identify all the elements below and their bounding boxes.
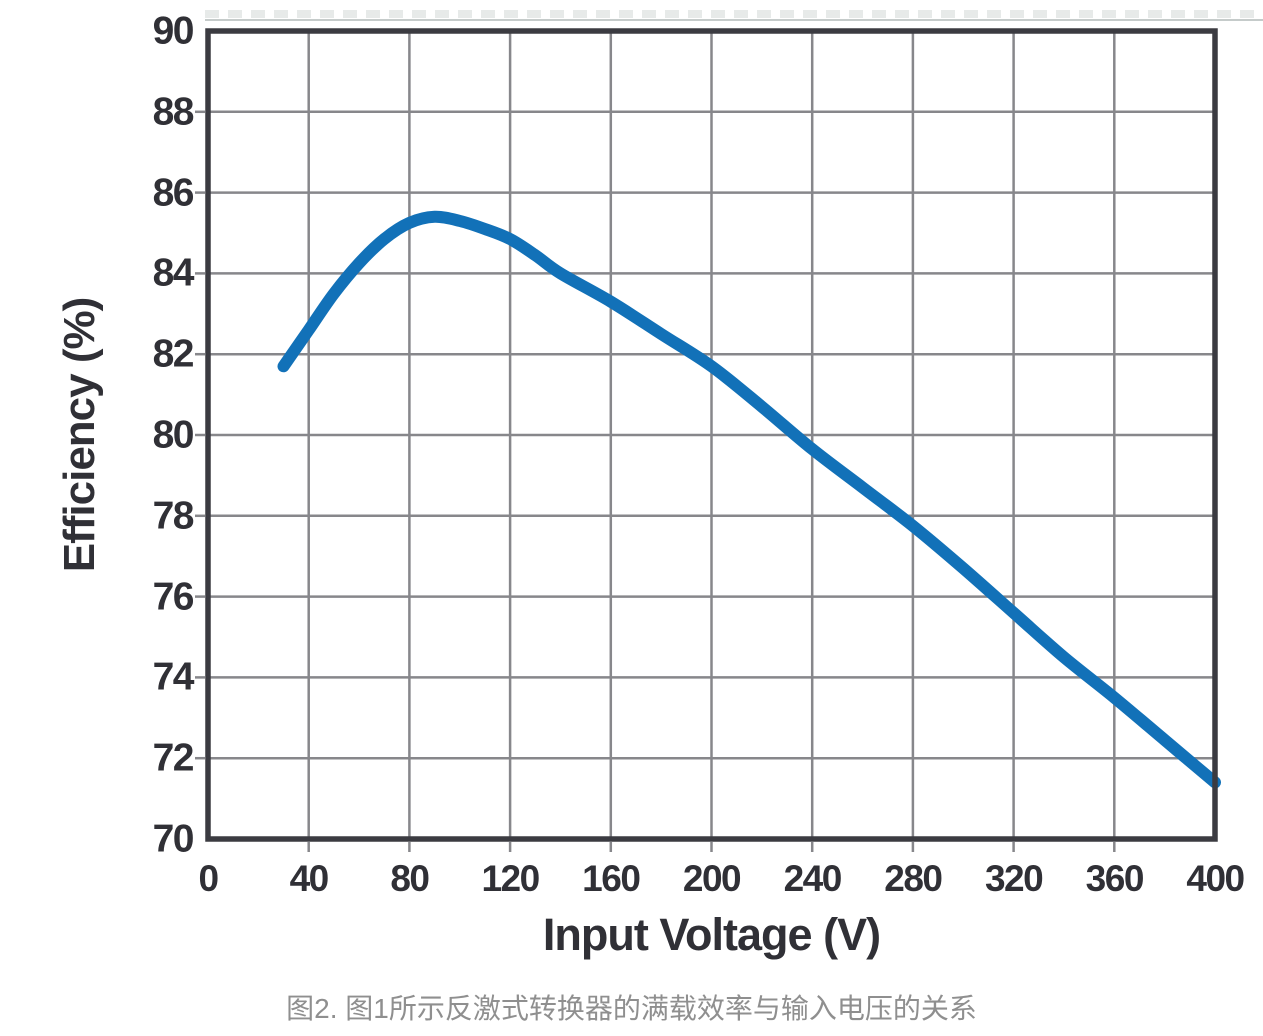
x-axis-title: Input Voltage (V) [542, 909, 881, 960]
y-tick-label: 84 [152, 251, 195, 295]
tick-marks [195, 110, 1116, 852]
x-tick-label: 120 [481, 858, 540, 899]
y-tick-label: 88 [152, 90, 195, 134]
x-tick-label: 240 [783, 858, 843, 899]
efficiency-curve [277, 210, 1221, 789]
x-tick-label: 360 [1085, 858, 1145, 899]
y-tick-label: 76 [152, 575, 195, 619]
figure-caption: 图2. 图1所示反激式转换器的满载效率与输入电压的关系 [286, 993, 977, 1024]
x-tick-label: 400 [1186, 858, 1245, 899]
x-tick-label: 280 [884, 858, 943, 899]
x-tick-label: 320 [984, 858, 1044, 899]
y-axis-title: Efficiency (%) [55, 297, 104, 573]
page-divider-rule [205, 19, 1263, 21]
x-tick-label: 160 [582, 858, 641, 899]
grid-lines [208, 31, 1215, 839]
y-tick-label: 86 [152, 171, 195, 215]
x-tick-label: 0 [198, 858, 219, 899]
y-tick-label: 80 [152, 413, 195, 457]
page-divider-dashes [205, 10, 1263, 18]
x-tick-label: 80 [390, 858, 430, 899]
y-tick-label: 82 [152, 332, 195, 376]
y-tick-label: 90 [152, 9, 195, 53]
y-tick-label: 78 [152, 494, 195, 538]
x-tick-label: 200 [682, 858, 742, 899]
y-tick-label: 74 [152, 655, 195, 699]
y-tick-label: 70 [152, 817, 195, 861]
y-tick-label: 72 [152, 736, 195, 780]
x-tick-label: 40 [289, 858, 330, 899]
plot-frame [205, 28, 1218, 842]
